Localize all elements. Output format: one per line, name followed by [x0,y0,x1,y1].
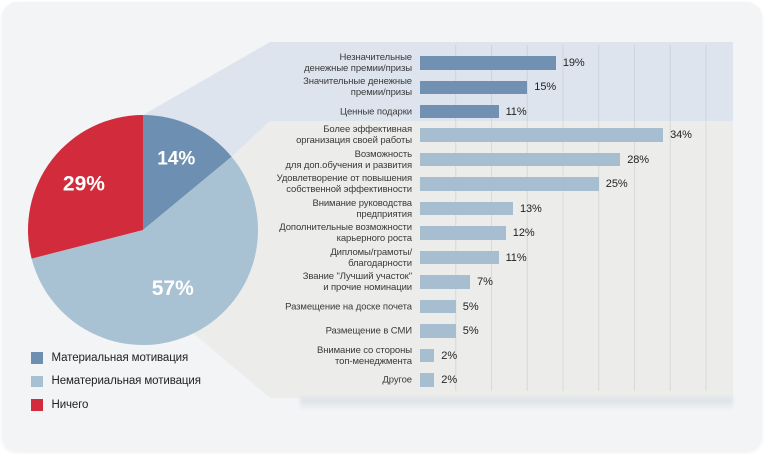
bar-value-label: 19% [562,57,585,69]
bar-label: Удовлетворение от повышения собственной … [276,173,412,195]
bar-value-label: 13% [520,202,542,215]
legend-label: Ничего [51,398,89,411]
pie-slice-2 [31,156,258,345]
pie-slice-value-label: 57% [152,277,194,300]
bar-label: Звание "Лучший участок" и прочие номинац… [302,271,412,293]
bar-label: Незначительные денежные премии/призы [304,52,412,74]
bar-label: Внимание со стороны топ-менеджмента [317,344,412,367]
legend-item: Ничего [31,399,201,411]
bar [420,226,506,240]
bar [420,56,556,70]
bar-label: Значительные денежные премии/призы [303,76,412,99]
pie-slice-value-label: 14% [157,149,195,170]
bar-value-label: 25% [605,178,628,190]
bar [420,128,664,142]
bar-value-label: 7% [477,276,493,288]
bar [420,201,513,216]
pie-slice-value-label: 29% [63,173,105,196]
bar-value-label: 11% [505,105,527,118]
bar-label: Размещение на доске почета [285,301,412,312]
bar [420,177,599,191]
pie-slice-3 [27,114,143,259]
bar-label: Внимание руководства предприятия [312,197,412,220]
bar-label: Размещение в СМИ [325,325,413,337]
bar-value-label: 2% [441,349,457,362]
legend-swatch [31,375,43,387]
bar-label: Возможность для доп.обучения и развития [285,148,412,171]
bar-value-label: 34% [670,129,692,141]
bar-value-label: 15% [534,81,557,94]
bar-label: Другое [382,374,412,386]
pie-slice-1 [143,115,232,230]
legend: Материальная мотивация Нематериальная мот… [31,352,201,411]
bar-value-label: 11% [505,251,527,264]
bar [420,275,471,289]
legend-label: Нематериальная мотивация [51,375,201,388]
legend-label: Материальная мотивация [51,351,189,364]
band-nonmaterial [270,121,733,398]
bar [420,299,456,314]
bar-label: Более эффективная организация своей рабо… [296,124,412,146]
bar [420,104,499,119]
bar-value-label: 5% [462,300,479,313]
legend-swatch [31,399,43,411]
legend-item: Материальная мотивация [31,352,201,364]
bar [420,373,435,387]
bar-label: Дипломы/грамоты/ благодарности [330,246,412,269]
bar [420,348,435,363]
bar-value-label: 12% [512,227,535,239]
bar-value-label: 28% [627,153,649,166]
legend-swatch [31,352,43,364]
bar [420,250,499,265]
bar [420,324,456,338]
bar [420,80,528,94]
bar [420,152,621,167]
bar-value-label: 5% [462,325,479,337]
bar-label: Дополнительные возможности карьерного ро… [279,222,412,244]
legend-item: Нематериальная мотивация [31,375,201,388]
bar-value-label: 2% [441,374,457,386]
bar-label: Ценные подарки [340,106,412,117]
